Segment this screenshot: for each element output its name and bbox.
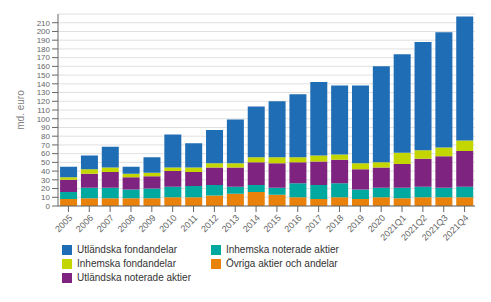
- svg-text:2013: 2013: [220, 213, 241, 234]
- html-text:Inhemska fondandelar: Inhemska fondandelar: [77, 258, 176, 269]
- svg-text:80: 80: [41, 132, 50, 141]
- svg-text:60: 60: [41, 149, 50, 158]
- svg-text:2017: 2017: [303, 213, 324, 234]
- svg-text:100: 100: [37, 115, 51, 124]
- svg-text:210: 210: [37, 19, 51, 28]
- svg-text:2006: 2006: [74, 213, 95, 234]
- svg-text:10: 10: [41, 193, 50, 202]
- svg-text:2018: 2018: [324, 213, 345, 234]
- svg-text:2021Q2: 2021Q2: [399, 212, 429, 243]
- svg-text:2011: 2011: [179, 213, 200, 234]
- svg-text:150: 150: [37, 71, 51, 80]
- svg-text:50: 50: [41, 158, 50, 167]
- svg-text:110: 110: [37, 106, 50, 115]
- svg-text:40: 40: [41, 167, 50, 176]
- svg-text:2021Q3: 2021Q3: [419, 212, 450, 243]
- svg-text:md. euro: md. euro: [15, 90, 26, 130]
- svg-text:2012: 2012: [199, 213, 220, 234]
- svg-text:170: 170: [37, 53, 51, 62]
- svg-text:2010: 2010: [157, 213, 178, 234]
- svg-text:2016: 2016: [282, 213, 303, 234]
- html-text:Utländska fondandelar: Utländska fondandelar: [77, 244, 178, 255]
- svg-text:200: 200: [37, 27, 51, 36]
- svg-text:2015: 2015: [262, 213, 283, 234]
- html-text:Utländska noterade aktier: Utländska noterade aktier: [77, 272, 191, 283]
- svg-text:120: 120: [37, 97, 51, 106]
- svg-text:130: 130: [37, 88, 51, 97]
- svg-text:30: 30: [41, 176, 50, 185]
- svg-text:20: 20: [41, 184, 50, 193]
- svg-text:2021Q4: 2021Q4: [441, 213, 471, 243]
- html-text:Övriga aktier och andelar: Övriga aktier och andelar: [226, 258, 338, 269]
- svg-text:2007: 2007: [95, 213, 116, 234]
- svg-text:0: 0: [46, 202, 51, 211]
- svg-text:2019: 2019: [345, 213, 366, 234]
- svg-text:2021Q1: 2021Q1: [378, 212, 408, 243]
- svg-text:2020: 2020: [365, 212, 388, 235]
- svg-text:2008: 2008: [116, 213, 137, 234]
- svg-text:70: 70: [41, 141, 50, 150]
- svg-text:160: 160: [37, 62, 51, 71]
- svg-text:190: 190: [37, 36, 51, 45]
- svg-text:2009: 2009: [137, 213, 158, 234]
- svg-text:2014: 2014: [241, 213, 262, 234]
- html-text:Inhemska noterade aktier: Inhemska noterade aktier: [226, 244, 339, 255]
- svg-text:140: 140: [37, 80, 51, 89]
- svg-text:180: 180: [37, 45, 51, 54]
- svg-text:90: 90: [41, 123, 50, 132]
- svg-text:2005: 2005: [53, 213, 74, 234]
